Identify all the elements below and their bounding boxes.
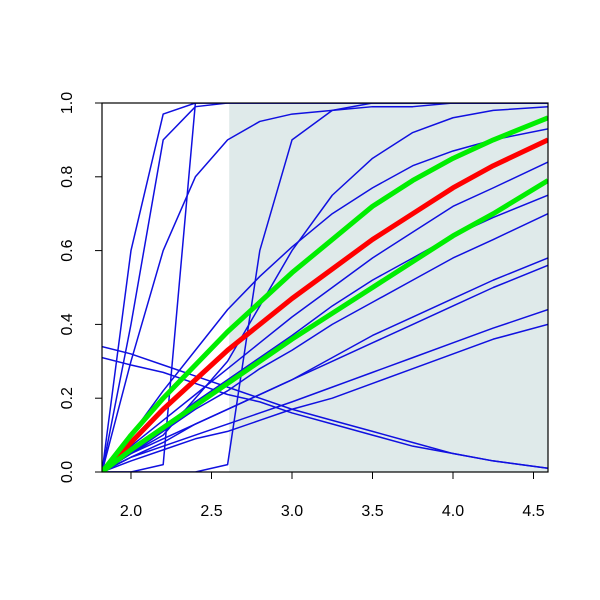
series-line xyxy=(102,137,548,472)
x-tick-label: 4.5 xyxy=(522,503,544,520)
x-tick-label: 2.5 xyxy=(200,503,222,520)
series-line xyxy=(102,103,548,472)
series-line xyxy=(102,115,548,472)
series-line xyxy=(102,103,548,472)
y-tick-label: 1.0 xyxy=(59,92,76,114)
series-line xyxy=(102,103,548,472)
series-line xyxy=(102,103,548,472)
series-line xyxy=(102,308,548,472)
series-line xyxy=(102,105,548,472)
y-tick-label: 0.8 xyxy=(59,166,76,188)
series-line xyxy=(102,178,548,472)
line-layer xyxy=(102,103,548,472)
x-tick-label: 3.0 xyxy=(281,503,303,520)
y-tick-label: 0.2 xyxy=(59,387,76,409)
x-tick-label: 4.0 xyxy=(442,503,464,520)
y-tick-label: 0.0 xyxy=(59,461,76,483)
x-tick-label: 3.5 xyxy=(361,503,383,520)
y-tick-label: 0.6 xyxy=(59,239,76,261)
axis-layer: 2.0 2.5 3.0 3.5 4.0 4.5 0.0 0.2 0.4 0.6 0.8 1.0 xyxy=(59,92,545,520)
plot-frame xyxy=(101,102,549,473)
series-line xyxy=(102,213,548,472)
series-line xyxy=(102,128,548,472)
series-line xyxy=(102,257,548,472)
series-line xyxy=(102,103,548,472)
y-tick-label: 0.4 xyxy=(59,313,76,335)
series-line xyxy=(102,161,548,472)
x-tick-label: 2.0 xyxy=(120,503,142,520)
series-line xyxy=(102,356,548,470)
